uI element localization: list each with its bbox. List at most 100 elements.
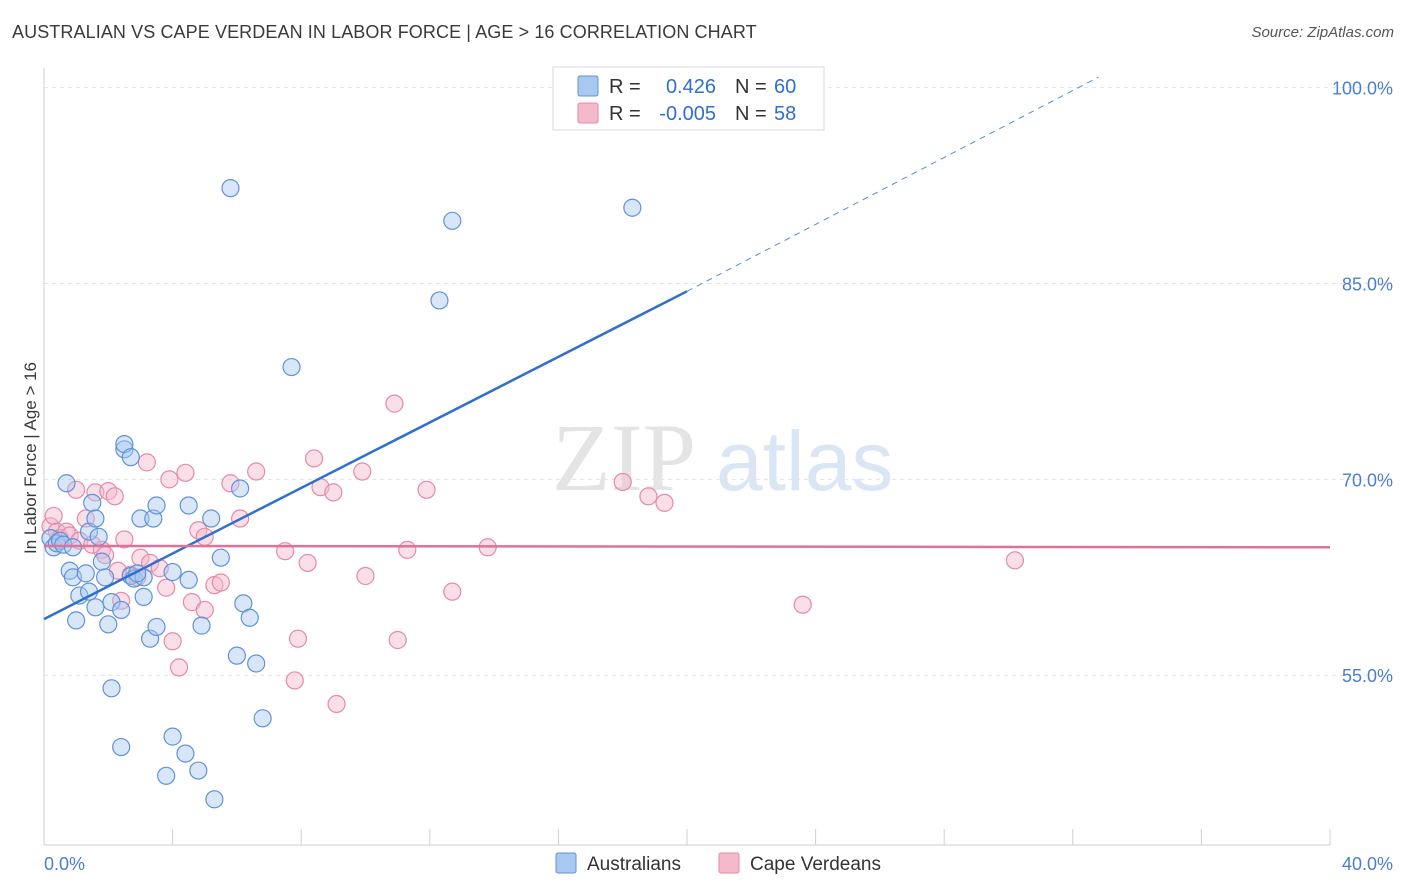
cape-verdeans-point	[353, 462, 372, 481]
australians-point	[189, 761, 208, 780]
y-axis-label: In Labor Force | Age > 16	[21, 362, 40, 554]
cape-verdeans-point	[443, 582, 462, 601]
y-tick-label: 55.0%	[1342, 666, 1393, 686]
stats-legend: R = 0.426 N = 60 R = -0.005 N = 58	[552, 66, 825, 131]
australians-point	[221, 179, 240, 198]
australians-point	[76, 564, 95, 583]
australians-point	[176, 744, 195, 763]
bottom-swatch-australians	[555, 852, 577, 874]
australians-point	[430, 291, 449, 310]
cape-verdeans-point	[356, 566, 375, 586]
australians-point	[57, 474, 76, 493]
australians-point	[623, 198, 642, 217]
australians-point	[86, 509, 105, 528]
watermark: ZIP atlas	[552, 404, 893, 511]
australians-point	[211, 548, 230, 567]
cape-verdeans-point	[137, 453, 156, 472]
cape-verdeans-point	[324, 483, 343, 502]
cape-verdeans-point	[157, 578, 176, 597]
cape-verdeans-point	[398, 540, 417, 559]
cape-verdeans-point	[112, 591, 131, 610]
x-tick-labels: 0.0% 40.0%	[44, 854, 1393, 874]
australians-point	[92, 552, 111, 571]
australians-point	[147, 496, 166, 515]
australians-point	[227, 646, 246, 665]
australians-point	[102, 679, 121, 698]
australians-point	[247, 654, 266, 673]
cape-verdeans-point	[639, 487, 658, 506]
cape-verdeans-point	[221, 474, 240, 493]
australians-point	[179, 570, 198, 590]
australians-point	[131, 509, 150, 528]
y-tick-label: 85.0%	[1342, 274, 1393, 294]
cape-verdeans-point	[288, 629, 308, 648]
cape-verdeans-point	[385, 394, 404, 413]
axes	[43, 68, 1331, 846]
y-tick-label: 100.0%	[1332, 79, 1393, 99]
cape-verdeans-point	[793, 595, 812, 614]
legend-swatch-australians	[577, 75, 599, 97]
australians-point	[231, 479, 250, 498]
legend-r-value-1: 0.426	[666, 76, 716, 98]
australians-trend-extension	[686, 76, 1099, 292]
cape-verdeans-point	[247, 462, 266, 481]
cape-verdeans-point	[189, 521, 208, 540]
cape-verdeans-point	[176, 463, 195, 482]
australians-point	[443, 211, 462, 230]
australians-trend-line	[43, 290, 688, 621]
australians-point	[134, 587, 153, 606]
legend-r-label-1: R =	[609, 76, 641, 98]
australians-points	[41, 179, 642, 809]
australians-point	[147, 617, 166, 637]
australians-point	[112, 737, 131, 757]
cape-verdeans-point	[169, 658, 189, 677]
bottom-swatch-cape-verdeans	[718, 852, 740, 874]
source-label: Source: ZipAtlas.com	[1251, 24, 1394, 41]
legend-r-label-2: R =	[609, 103, 641, 125]
australians-point	[240, 608, 259, 627]
y-tick-labels: 55.0% 70.0% 85.0% 100.0%	[1332, 79, 1393, 687]
australians-point	[192, 616, 211, 635]
australians-point	[253, 709, 272, 728]
australians-point	[112, 600, 131, 620]
trend-lines	[43, 76, 1331, 621]
australians-point	[202, 509, 221, 528]
australians-point	[63, 538, 83, 557]
legend-r-value-2: -0.005	[659, 103, 716, 125]
cape-verdeans-points	[41, 394, 1025, 714]
y-tick-label: 70.0%	[1342, 470, 1393, 490]
x-tick-label: 40.0%	[1342, 854, 1393, 874]
chart-title: AUSTRALIAN VS CAPE VERDEAN IN LABOR FORC…	[12, 22, 757, 42]
australians-point	[67, 611, 86, 630]
legend-n-label-2: N =	[735, 103, 767, 125]
cape-verdeans-point	[613, 472, 632, 492]
cape-verdeans-point	[211, 573, 230, 592]
australians-point	[140, 629, 160, 648]
australians-point	[89, 527, 108, 546]
australians-point	[163, 562, 182, 582]
cape-verdeans-point	[44, 506, 63, 526]
australians-point	[179, 496, 198, 515]
legend-n-value-2: 58	[774, 103, 796, 125]
cape-verdeans-point	[67, 480, 86, 499]
gridlines	[44, 87, 1395, 676]
australians-point	[163, 727, 182, 746]
cape-verdeans-point	[195, 600, 214, 620]
cape-verdeans-point	[327, 694, 346, 714]
australians-point	[83, 493, 102, 512]
cape-verdeans-point	[388, 630, 407, 650]
australians-point	[121, 448, 140, 467]
australians-point	[95, 568, 115, 587]
x-tick-label: 0.0%	[44, 854, 85, 874]
australians-point	[282, 357, 301, 377]
cape-verdeans-point	[160, 470, 179, 489]
cape-verdeans-point	[298, 553, 317, 573]
cape-verdeans-point	[131, 548, 150, 567]
australians-point	[99, 615, 118, 634]
cape-verdeans-point	[417, 480, 436, 499]
cape-verdeans-point	[304, 449, 324, 468]
bottom-legend-cape-verdeans: Cape Verdeans	[750, 854, 881, 875]
australians-point	[79, 582, 99, 601]
australians-point	[86, 598, 105, 617]
